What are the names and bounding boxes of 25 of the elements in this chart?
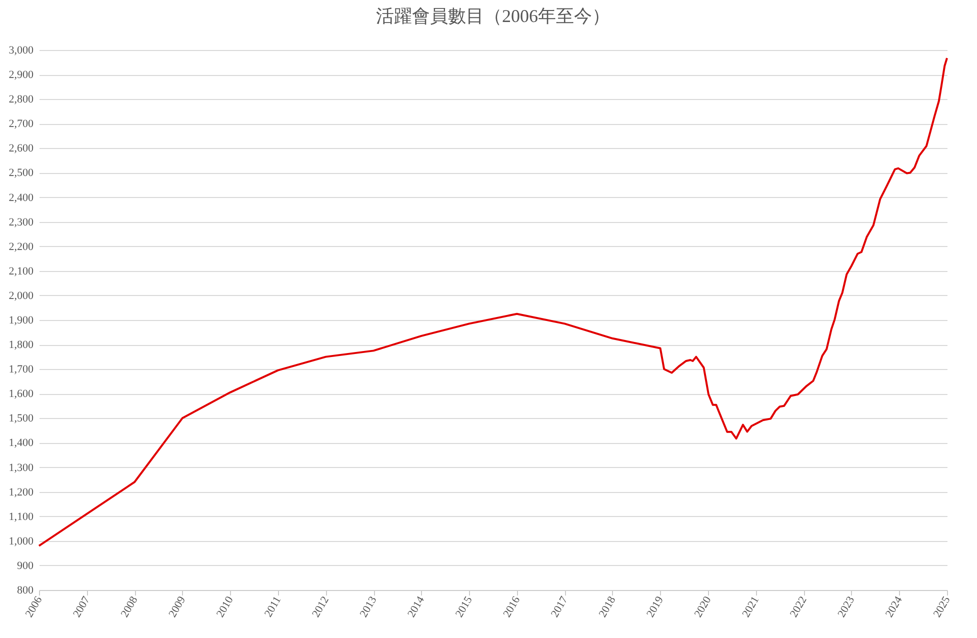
y-tick-label: 2,600 (8, 142, 34, 155)
y-tick-label: 1,100 (8, 510, 34, 523)
y-tick-label: 2,500 (8, 167, 34, 180)
y-tick-label: 2,200 (8, 240, 34, 253)
y-tick-label: 1,600 (8, 388, 34, 400)
y-tick-label: 2,800 (8, 94, 34, 106)
y-tick-label: 1,000 (8, 535, 34, 548)
y-tick-label: 1,500 (8, 412, 34, 425)
y-tick-label: 1,700 (8, 364, 34, 376)
y-tick-label: 800 (17, 584, 34, 596)
y-tick-label: 1,300 (8, 462, 34, 474)
y-tick-label: 2,000 (8, 290, 34, 302)
y-tick-label: 2,400 (8, 192, 34, 204)
y-tick-label: 2,100 (8, 265, 34, 278)
y-tick-label: 3,000 (8, 44, 34, 56)
y-tick-label: 1,200 (8, 486, 34, 498)
y-tick-label: 1,800 (8, 339, 34, 352)
line-series (38, 57, 948, 547)
y-tick-label: 900 (17, 560, 34, 572)
y-tick-label: 2,700 (8, 118, 34, 130)
y-tick-label: 2,900 (8, 69, 34, 82)
y-tick-label: 1,400 (8, 437, 34, 450)
chart-title: 活躍會員數目（2006年至今） (376, 6, 610, 26)
y-tick-label: 2,300 (8, 216, 34, 228)
y-tick-label: 1,900 (8, 314, 34, 326)
